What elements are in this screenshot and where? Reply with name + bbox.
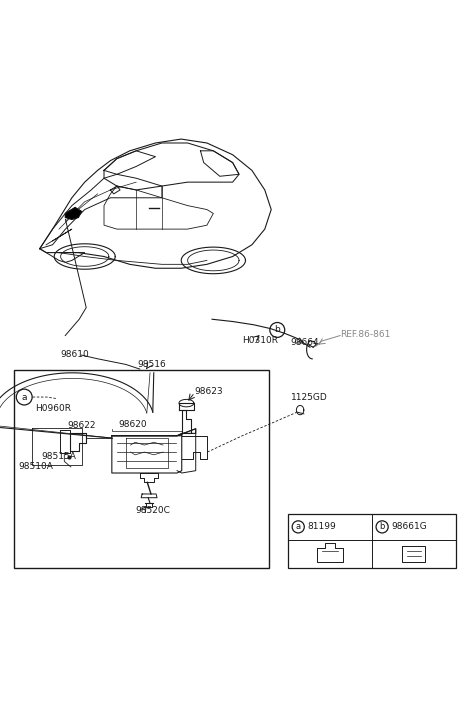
Text: b: b (379, 523, 385, 531)
Text: 98516: 98516 (137, 360, 166, 369)
Text: H0310R: H0310R (242, 337, 278, 345)
Polygon shape (65, 208, 82, 220)
Text: b: b (274, 326, 280, 334)
Text: 98610: 98610 (61, 350, 89, 358)
Text: H0960R: H0960R (35, 403, 71, 413)
Text: 98661G: 98661G (391, 523, 427, 531)
Text: 98520C: 98520C (135, 506, 170, 515)
Bar (14, 369, 269, 568)
Text: 98623: 98623 (195, 387, 223, 396)
Text: 98664: 98664 (291, 338, 319, 347)
Text: a: a (296, 523, 301, 531)
Text: 98622: 98622 (68, 421, 96, 430)
Text: a: a (21, 393, 27, 401)
Text: REF.86-861: REF.86-861 (340, 330, 391, 339)
Text: 81199: 81199 (308, 523, 336, 531)
Text: 98515A: 98515A (41, 452, 76, 461)
Text: 1125GD: 1125GD (291, 393, 328, 401)
Bar (288, 514, 456, 568)
Text: 98510A: 98510A (19, 462, 54, 471)
Text: 98620: 98620 (118, 419, 146, 429)
